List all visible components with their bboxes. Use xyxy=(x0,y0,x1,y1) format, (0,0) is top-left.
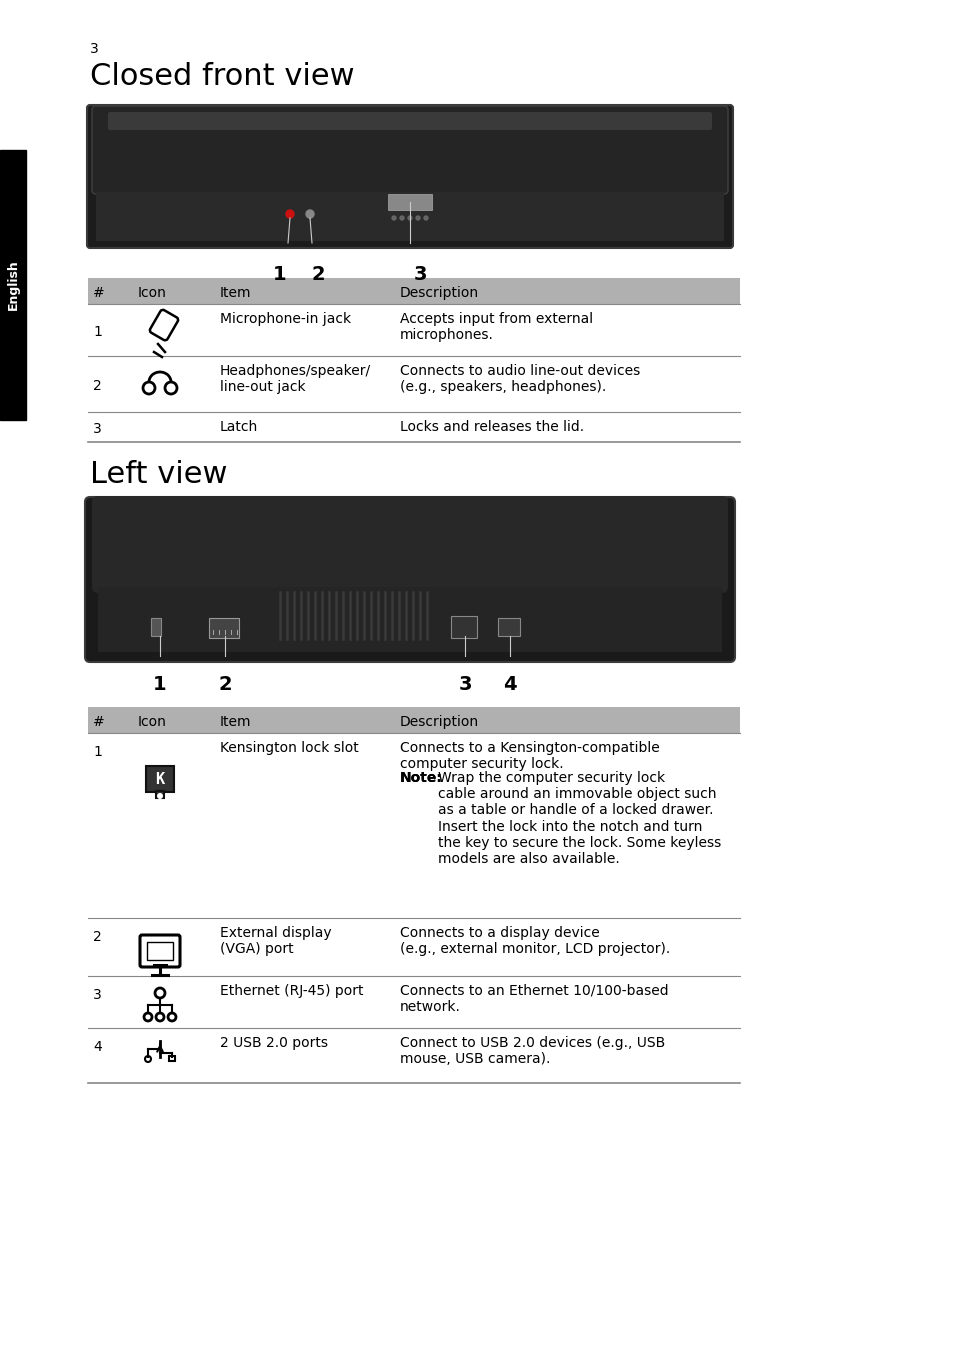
Bar xyxy=(0,151,26,420)
Text: Closed front view: Closed front view xyxy=(90,62,355,90)
Text: External display
(VGA) port: External display (VGA) port xyxy=(220,925,332,956)
Text: #: # xyxy=(92,715,105,730)
Text: 1: 1 xyxy=(153,675,167,694)
FancyBboxPatch shape xyxy=(108,112,711,130)
Text: Latch: Latch xyxy=(220,420,258,434)
Text: 1: 1 xyxy=(273,266,287,283)
Text: Icon: Icon xyxy=(138,715,167,730)
Text: Connect to USB 2.0 devices (e.g., USB
mouse, USB camera).: Connect to USB 2.0 devices (e.g., USB mo… xyxy=(399,1036,664,1066)
Text: 1: 1 xyxy=(92,324,102,340)
Circle shape xyxy=(286,209,294,218)
Circle shape xyxy=(416,216,419,220)
Text: 3: 3 xyxy=(92,988,102,1002)
Bar xyxy=(96,192,723,241)
Text: 4: 4 xyxy=(502,675,517,694)
Text: Item: Item xyxy=(220,715,252,730)
Circle shape xyxy=(306,209,314,218)
Text: Kensington lock slot: Kensington lock slot xyxy=(220,741,358,754)
Bar xyxy=(169,1055,174,1061)
Text: Locks and releases the lid.: Locks and releases the lid. xyxy=(399,420,583,434)
Text: #: # xyxy=(92,286,105,300)
Circle shape xyxy=(399,216,403,220)
Bar xyxy=(88,278,740,304)
Text: 1: 1 xyxy=(92,745,102,758)
FancyBboxPatch shape xyxy=(87,105,732,248)
Text: 2: 2 xyxy=(311,266,324,283)
Text: 3: 3 xyxy=(92,422,102,435)
Text: 3: 3 xyxy=(413,266,426,283)
Bar xyxy=(209,617,239,638)
Text: Note:: Note: xyxy=(399,771,442,784)
Text: Left view: Left view xyxy=(90,460,227,489)
Text: 3: 3 xyxy=(90,42,99,56)
Text: Connects to a display device
(e.g., external monitor, LCD projector).: Connects to a display device (e.g., exte… xyxy=(399,925,670,956)
Text: Description: Description xyxy=(399,286,478,300)
Bar xyxy=(156,791,164,798)
Circle shape xyxy=(157,793,163,799)
Text: English: English xyxy=(7,260,19,311)
Text: Ethernet (RJ-45) port: Ethernet (RJ-45) port xyxy=(220,984,363,998)
Bar xyxy=(147,942,172,960)
FancyBboxPatch shape xyxy=(91,496,727,593)
Bar xyxy=(388,194,432,209)
Bar xyxy=(98,587,721,652)
Text: Connects to a Kensington-compatible
computer security lock.: Connects to a Kensington-compatible comp… xyxy=(399,741,659,771)
Text: Connects to audio line-out devices
(e.g., speakers, headphones).: Connects to audio line-out devices (e.g.… xyxy=(399,364,639,394)
Bar xyxy=(151,617,161,637)
Circle shape xyxy=(392,216,395,220)
Bar xyxy=(146,767,173,793)
Circle shape xyxy=(408,216,412,220)
Text: Item: Item xyxy=(220,286,252,300)
Text: 3: 3 xyxy=(457,675,471,694)
Text: Connects to an Ethernet 10/100-based
network.: Connects to an Ethernet 10/100-based net… xyxy=(399,984,668,1014)
Text: Headphones/speaker/
line-out jack: Headphones/speaker/ line-out jack xyxy=(220,364,371,394)
Circle shape xyxy=(423,216,428,220)
Text: 2 USB 2.0 ports: 2 USB 2.0 ports xyxy=(220,1036,328,1050)
Text: Description: Description xyxy=(399,715,478,730)
Text: Note:: Note: xyxy=(399,771,442,784)
Text: Microphone-in jack: Microphone-in jack xyxy=(220,312,351,326)
Text: Icon: Icon xyxy=(138,286,167,300)
Text: K: K xyxy=(155,772,164,787)
Text: 2: 2 xyxy=(92,930,102,945)
FancyBboxPatch shape xyxy=(91,105,727,194)
Text: 2: 2 xyxy=(92,379,102,393)
Bar xyxy=(451,616,476,638)
Text: Wrap the computer security lock
cable around an immovable object such
as a table: Wrap the computer security lock cable ar… xyxy=(437,771,720,867)
Text: 2: 2 xyxy=(218,675,232,694)
FancyBboxPatch shape xyxy=(85,497,734,663)
Text: 4: 4 xyxy=(92,1040,102,1054)
Text: Accepts input from external
microphones.: Accepts input from external microphones. xyxy=(399,312,593,342)
Bar xyxy=(88,706,740,732)
Bar xyxy=(497,617,519,637)
